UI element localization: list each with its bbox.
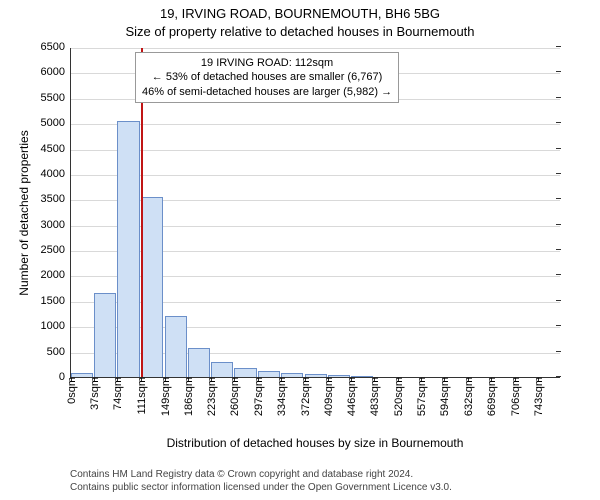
annotation-box: 19 IRVING ROAD: 112sqm← 53% of detached … [135,52,399,103]
x-tick-label: 297sqm [251,377,265,416]
footer-attribution: Contains HM Land Registry data © Crown c… [70,468,452,494]
x-tick-label: 520sqm [391,377,405,416]
y-axis-label: Number of detached properties [17,48,31,378]
histogram-bar [94,293,116,377]
grid-line [71,124,560,125]
x-tick-label: 594sqm [437,377,451,416]
y-tick-mark [556,224,561,225]
grid-line [71,175,560,176]
y-tick-label: 6000 [41,66,71,78]
x-tick-label: 743sqm [531,377,545,416]
x-tick-label: 223sqm [204,377,218,416]
y-tick-label: 2000 [41,269,71,281]
x-tick-label: 260sqm [227,377,241,416]
x-axis-label: Distribution of detached houses by size … [70,436,560,450]
grid-line [71,48,560,49]
y-tick-mark [556,122,561,123]
y-tick-mark [556,198,561,199]
x-tick-label: 446sqm [344,377,358,416]
histogram-bar [165,316,187,377]
x-tick-label: 334sqm [274,377,288,416]
x-tick-label: 409sqm [321,377,335,416]
footer-line: Contains HM Land Registry data © Crown c… [70,468,452,481]
y-tick-mark [556,97,561,98]
x-tick-label: 74sqm [110,377,124,410]
histogram-bar [188,348,210,377]
y-tick-mark [556,351,561,352]
chart-title-line1: 19, IRVING ROAD, BOURNEMOUTH, BH6 5BG [0,6,600,22]
footer-line: Contains public sector information licen… [70,481,452,494]
y-tick-label: 4500 [41,143,71,155]
y-tick-mark [556,300,561,301]
x-tick-label: 483sqm [367,377,381,416]
annotation-line: 46% of semi-detached houses are larger (… [142,85,392,99]
histogram-bar [117,121,139,377]
x-tick-label: 186sqm [181,377,195,416]
x-tick-label: 557sqm [414,377,428,416]
y-tick-label: 3000 [41,219,71,231]
y-tick-mark [556,71,561,72]
histogram-bar [234,368,256,377]
x-tick-label: 0sqm [64,377,78,404]
x-tick-label: 37sqm [87,377,101,410]
y-tick-mark [556,376,561,377]
x-tick-label: 111sqm [134,377,148,415]
y-tick-label: 4000 [41,168,71,180]
histogram-bar [141,197,163,377]
y-tick-mark [556,325,561,326]
y-tick-label: 500 [47,346,71,358]
histogram-bar [211,362,233,377]
x-tick-label: 632sqm [461,377,475,416]
y-tick-label: 5500 [41,92,71,104]
x-tick-label: 706sqm [508,377,522,416]
y-tick-label: 5000 [41,117,71,129]
grid-line [71,150,560,151]
x-tick-label: 372sqm [298,377,312,416]
y-tick-mark [556,274,561,275]
plot-area: 0500100015002000250030003500400045005000… [70,48,560,378]
y-tick-label: 6500 [41,41,71,53]
annotation-line: 19 IRVING ROAD: 112sqm [142,56,392,70]
y-tick-label: 3500 [41,193,71,205]
x-tick-label: 669sqm [484,377,498,416]
y-tick-label: 1000 [41,320,71,332]
annotation-line: ← 53% of detached houses are smaller (6,… [142,70,392,84]
y-tick-mark [556,46,561,47]
y-tick-label: 1500 [41,295,71,307]
y-tick-mark [556,249,561,250]
y-tick-mark [556,173,561,174]
y-tick-mark [556,148,561,149]
y-tick-label: 2500 [41,244,71,256]
x-tick-label: 149sqm [158,377,172,416]
chart-title-line2: Size of property relative to detached ho… [0,24,600,40]
